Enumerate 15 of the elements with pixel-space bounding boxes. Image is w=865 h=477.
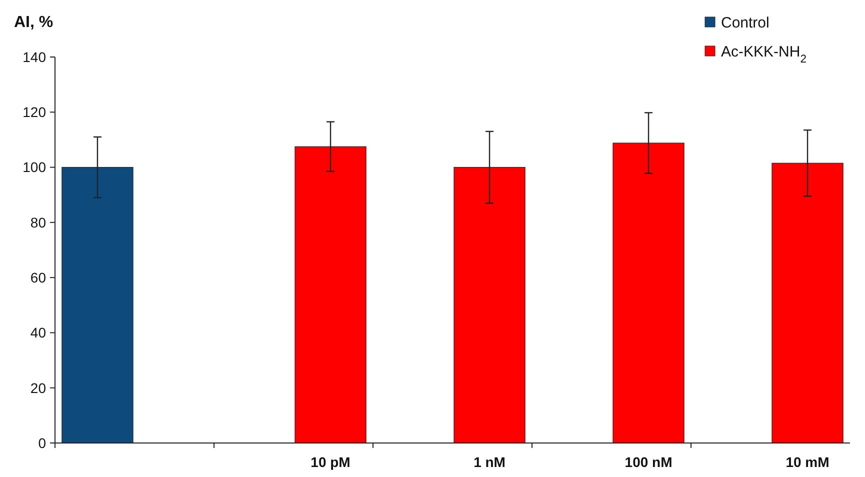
legend-label: Control bbox=[721, 14, 770, 32]
x-tick-label: 1 nM bbox=[474, 454, 506, 470]
y-axis-title: AI, % bbox=[14, 14, 54, 31]
x-tick-label: 10 pM bbox=[310, 454, 350, 470]
y-tick-label: 0 bbox=[38, 434, 46, 451]
y-tick-label: 40 bbox=[30, 324, 46, 341]
y-tick-label: 80 bbox=[30, 214, 46, 230]
y-tick-label: 140 bbox=[22, 48, 46, 65]
y-tick-label: 60 bbox=[30, 269, 46, 286]
x-tick-label: 10 mM bbox=[786, 454, 830, 470]
y-tick-label: 120 bbox=[22, 104, 46, 120]
x-tick-label: 100 nM bbox=[624, 454, 672, 470]
legend-label: Ac-KKK-NH$_{2}$ bbox=[721, 43, 806, 66]
y-tick-label: 20 bbox=[30, 380, 46, 396]
y-tick-label: 100 bbox=[22, 159, 46, 176]
